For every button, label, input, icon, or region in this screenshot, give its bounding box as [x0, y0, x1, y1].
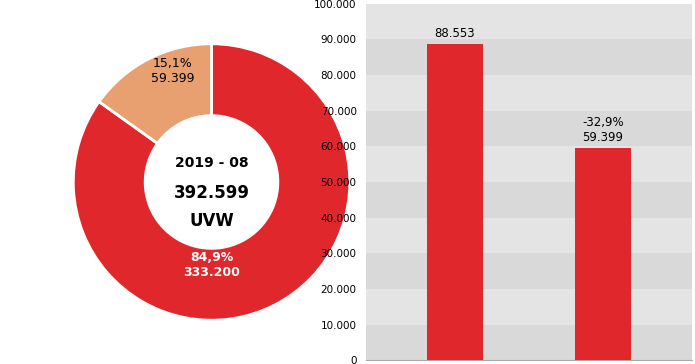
- Text: -32,9%
59.399: -32,9% 59.399: [582, 116, 623, 144]
- Text: 2019 - 08: 2019 - 08: [174, 156, 248, 170]
- Bar: [575, 149, 631, 360]
- Bar: [366, 4, 692, 39]
- Bar: [366, 182, 692, 218]
- Bar: [366, 218, 692, 253]
- Wedge shape: [99, 44, 211, 143]
- Bar: [366, 289, 692, 325]
- Text: 84,9%
333.200: 84,9% 333.200: [183, 251, 240, 279]
- Bar: [366, 111, 692, 146]
- Bar: [427, 44, 483, 360]
- Text: 88.553: 88.553: [435, 27, 475, 40]
- Text: UVW: UVW: [189, 212, 234, 230]
- Bar: [366, 75, 692, 111]
- Bar: [366, 253, 692, 289]
- Bar: [366, 146, 692, 182]
- Text: 392.599: 392.599: [174, 184, 250, 202]
- Text: 15,1%
59.399: 15,1% 59.399: [151, 58, 195, 86]
- Bar: [366, 39, 692, 75]
- Wedge shape: [73, 44, 350, 320]
- Bar: [366, 325, 692, 360]
